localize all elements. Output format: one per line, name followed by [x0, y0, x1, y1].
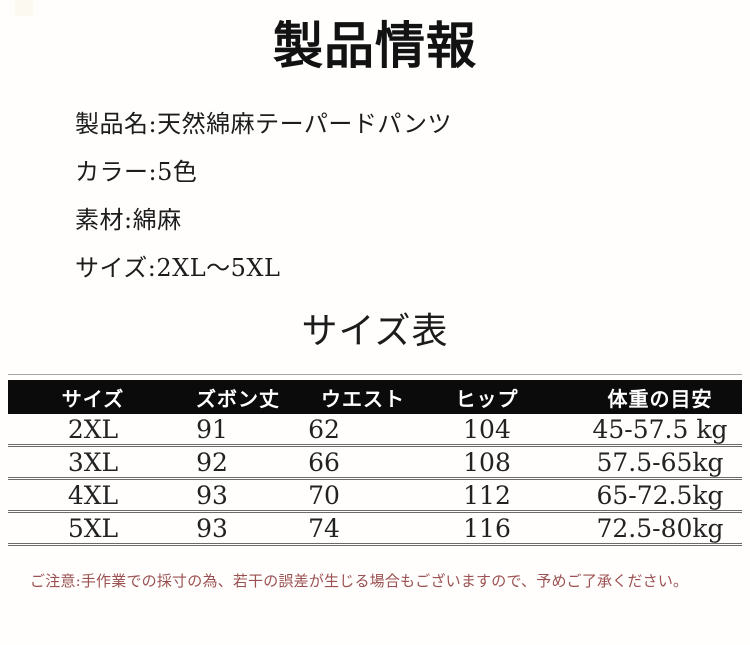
cell-pants-length: 91	[178, 414, 298, 447]
header-cell-size: サイズ	[8, 380, 178, 414]
cell-weight-guide: 45-57.5 kg	[558, 414, 742, 447]
page-title: 製品情報	[273, 16, 477, 75]
cell-hip: 116	[428, 511, 558, 546]
header-cell-weight-guide: 体重の目安	[558, 380, 742, 414]
header-cell-waist: ウエスト	[298, 380, 428, 414]
cell-weight-guide: 57.5-65kg	[558, 445, 742, 480]
cell-size: 2XL	[8, 414, 178, 447]
table-row-5xl: 5XL 93 74 116 72.5-80kg	[8, 511, 742, 546]
cell-waist: 62	[298, 414, 428, 447]
product-info-section: 製品名:天然綿麻テーパードパンツ カラー:5色 素材:綿麻 サイズ:2XL〜5X…	[75, 112, 750, 280]
header-cell-hip: ヒップ	[428, 380, 558, 414]
material-line: 素材:綿麻	[75, 206, 182, 234]
table-row-3xl: 3XL 92 66 108 57.5-65kg	[8, 445, 742, 480]
cell-weight-guide: 65-72.5kg	[558, 478, 742, 513]
table-row-4xl: 4XL 93 70 112 65-72.5kg	[8, 478, 742, 513]
size-table-container: サイズ ズボン丈 ウエスト ヒップ 体重の目安 2XL 91 62 104 45…	[8, 374, 742, 546]
cell-pants-length: 93	[178, 478, 298, 513]
faint-watermark	[15, 0, 33, 16]
cell-size: 3XL	[8, 445, 178, 480]
cell-hip: 112	[428, 478, 558, 513]
cell-pants-length: 92	[178, 445, 298, 480]
cell-waist: 70	[298, 478, 428, 513]
size-table-title: サイズ表	[301, 311, 449, 352]
cell-waist: 66	[298, 445, 428, 480]
measurement-disclaimer-note: ご注意:手作業での採寸の為、若干の誤差が生じる場合もございますので、予めご了承く…	[30, 572, 689, 590]
table-top-divider	[8, 374, 742, 375]
cell-waist: 74	[298, 511, 428, 546]
cell-pants-length: 93	[178, 511, 298, 546]
cell-size: 4XL	[8, 478, 178, 513]
size-range-line: サイズ:2XL〜5XL	[75, 254, 281, 282]
product-name-line: 製品名:天然綿麻テーパードパンツ	[75, 110, 453, 138]
header-cell-pants-length: ズボン丈	[178, 380, 298, 414]
size-table-header-row: サイズ ズボン丈 ウエスト ヒップ 体重の目安	[8, 380, 742, 414]
cell-hip: 108	[428, 445, 558, 480]
cell-size: 5XL	[8, 511, 178, 546]
color-line: カラー:5色	[75, 158, 198, 186]
table-row-2xl: 2XL 91 62 104 45-57.5 kg	[8, 414, 742, 447]
cell-weight-guide: 72.5-80kg	[558, 511, 742, 546]
cell-hip: 104	[428, 414, 558, 447]
size-table: サイズ ズボン丈 ウエスト ヒップ 体重の目安 2XL 91 62 104 45…	[8, 380, 742, 546]
